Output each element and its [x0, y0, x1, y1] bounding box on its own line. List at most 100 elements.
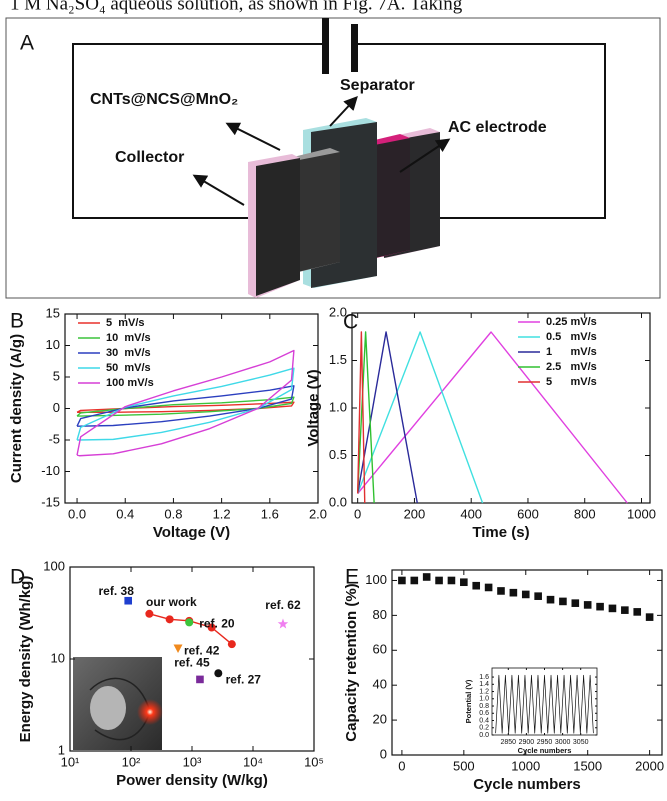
marker	[547, 596, 555, 604]
marker	[278, 619, 289, 629]
marker	[633, 608, 641, 616]
y-tick-label: 0	[53, 400, 60, 415]
panel-a: A CNTs@NCS@MnO₂ Separator AC electro	[6, 18, 660, 298]
marker	[174, 645, 183, 654]
marker	[423, 573, 431, 581]
marker	[124, 597, 132, 605]
capacitor-plate	[322, 18, 329, 74]
legend-label: 1 mV/s	[546, 346, 597, 358]
marker	[534, 592, 542, 600]
x-tick-label: 0.0	[68, 506, 86, 521]
y-tick-label: 10	[46, 337, 60, 352]
marker	[196, 676, 204, 684]
x-axis-label: Voltage (V)	[153, 524, 230, 541]
panel-label: D	[10, 566, 25, 589]
x-tick-label: 200	[404, 506, 426, 521]
x-tick-label: 2950	[537, 739, 553, 746]
collector-label: Collector	[115, 149, 184, 166]
marker	[522, 591, 530, 599]
marker	[646, 613, 654, 621]
y-axis-label: Current density (A/g)	[8, 334, 25, 483]
figure: 1 M Na₂SO₄ aqueous solution, as shown in…	[0, 0, 667, 801]
marker	[435, 577, 443, 585]
cathode-label: CNTs@NCS@MnO₂	[90, 91, 238, 108]
y-tick-label: 1.2	[479, 688, 489, 695]
y-tick-label: 20	[373, 712, 387, 727]
legend-label: 5 mV/s	[106, 317, 145, 329]
marker	[166, 615, 174, 623]
y-tick-label: 0.5	[329, 447, 347, 462]
photo-inset	[73, 657, 163, 750]
marker	[145, 610, 153, 618]
y-tick-label: -5	[48, 431, 60, 446]
point-annotation: ref. 62	[265, 598, 301, 612]
marker	[609, 605, 617, 613]
legend-label: 5 mV/s	[546, 376, 597, 388]
marker	[584, 601, 592, 609]
marker	[472, 582, 480, 590]
y-tick-label: 1.0	[479, 696, 489, 703]
y-tick-label: -10	[41, 463, 60, 478]
x-tick-label: 1500	[573, 758, 602, 773]
y-tick-label: 15	[46, 305, 60, 320]
y-tick-label: 0	[380, 746, 387, 761]
plot-frame	[65, 314, 318, 503]
x-tick-label: 10³	[183, 754, 202, 769]
panel-label: B	[10, 310, 24, 333]
marker	[448, 577, 456, 585]
x-tick-label: 1000	[627, 506, 656, 521]
legend-label: 50 mV/s	[106, 362, 151, 374]
y-tick-label: 0.6	[479, 710, 489, 717]
y-tick-label: 0.0	[479, 732, 489, 739]
legend-label: 0.25 mV/s	[546, 316, 597, 328]
x-axis-label: Cycle numbers	[473, 776, 581, 793]
x-axis-label: Power density (W/kg)	[116, 772, 268, 789]
x-tick-label: 1000	[511, 758, 540, 773]
y-axis-label: Capacity retention (%)	[343, 583, 360, 741]
separator-label: Separator	[340, 77, 415, 94]
x-tick-label: 2850	[501, 739, 517, 746]
cell-stack	[248, 118, 440, 298]
y-tick-label: 0.8	[479, 703, 489, 710]
x-tick-label: 3050	[573, 739, 589, 746]
y-tick-label: 40	[373, 677, 387, 692]
x-tick-label: 2900	[519, 739, 535, 746]
marker	[228, 640, 236, 648]
panel-label: A	[20, 32, 34, 55]
header-text: 1 M Na₂SO₄ aqueous solution, as shown in…	[10, 0, 463, 14]
point-annotation: ref. 20	[199, 617, 235, 631]
x-tick-label: 2.0	[309, 506, 327, 521]
x-tick-label: 10⁴	[243, 754, 263, 769]
legend-label: 2.5 mV/s	[546, 361, 597, 373]
y-axis-label: Energy density (Wh/kg)	[17, 576, 34, 743]
y-tick-label: 1.6	[479, 674, 489, 681]
marker	[398, 577, 406, 585]
x-tick-label: 500	[453, 758, 475, 773]
panel-label: E	[345, 566, 359, 589]
y-tick-label: 5	[53, 368, 60, 383]
legend-label: 10 mV/s	[106, 332, 151, 344]
y-tick-label: 100	[365, 572, 387, 587]
panel-label: C	[343, 311, 358, 334]
y-tick-label: 100	[43, 558, 65, 573]
x-tick-label: 1.6	[261, 506, 279, 521]
x-tick-label: 0.8	[164, 506, 182, 521]
x-tick-label: 600	[517, 506, 539, 521]
x-tick-label: 1.2	[213, 506, 231, 521]
marker	[485, 584, 493, 592]
marker	[185, 618, 193, 626]
legend-label: 30 mV/s	[106, 347, 151, 359]
legend-label: 100 mV/s	[106, 377, 154, 389]
x-tick-label: 0	[398, 758, 405, 773]
x-tick-label: 0.4	[116, 506, 134, 521]
x-axis-label: Cycle numbers	[518, 746, 572, 755]
x-tick-label: 0	[354, 506, 361, 521]
marker	[410, 577, 418, 585]
y-axis-label: Potential (V)	[464, 679, 473, 723]
point-annotation: our work	[146, 595, 197, 609]
marker	[460, 578, 468, 586]
marker	[497, 587, 505, 595]
y-tick-label: 1.4	[479, 681, 489, 688]
